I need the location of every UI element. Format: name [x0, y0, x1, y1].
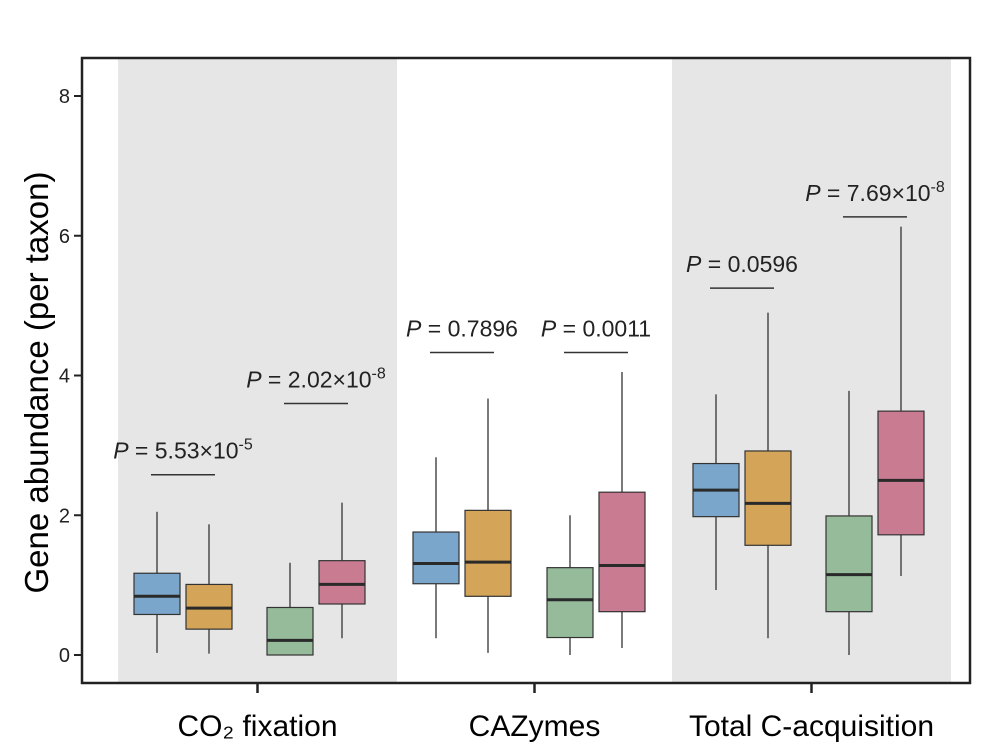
- significance-annotations: P = 5.53×10-5P = 2.02×10-8P = 0.7896 P = …: [113, 179, 945, 476]
- p-value-label: P = 5.53×10-5: [113, 437, 253, 464]
- plot-border: [80, 56, 972, 685]
- box-1-orange: [185, 524, 233, 654]
- p-value: = 2.02×10: [262, 366, 372, 392]
- p-value: = 5.53×10: [129, 438, 239, 464]
- p-exponent: -5: [239, 437, 253, 454]
- p-value-label: P = 7.69×10-8: [805, 179, 945, 206]
- box-2-green: [266, 562, 314, 656]
- box-3-pink: [318, 502, 366, 639]
- y-axis-label: Gene abundance (per taxon): [18, 172, 55, 594]
- y-axis: 0 2 4 6 8: [59, 86, 82, 667]
- y-tick-label-0: 0: [59, 645, 70, 667]
- p-symbol: P: [805, 180, 821, 206]
- p-value: = 0.0596: [701, 251, 798, 277]
- p-symbol: P: [113, 438, 129, 464]
- box-7-pink: [598, 372, 646, 649]
- p-value-label: P = 0.0011: [541, 315, 651, 341]
- box-6-green: [546, 515, 594, 655]
- shade-band-2: [672, 59, 951, 682]
- box-body: [318, 560, 366, 605]
- box-10-green: [825, 390, 873, 655]
- p-symbol: P: [246, 366, 262, 392]
- box-0-blue: [133, 511, 181, 653]
- p-symbol: P: [541, 315, 557, 341]
- p-symbol: P: [406, 315, 422, 341]
- box-5-orange: [464, 398, 512, 653]
- x-axis: CO₂ fixation CAZymes Total C-acquisition: [177, 683, 934, 743]
- box-11-pink: [877, 226, 925, 577]
- box-body: [133, 572, 181, 616]
- plot-frame: [80, 56, 972, 685]
- box-4-blue: [412, 457, 460, 639]
- category-label: CAZymes: [469, 710, 601, 743]
- p-value: = 0.7896: [421, 315, 518, 341]
- box-body: [546, 567, 594, 639]
- box-series: [133, 226, 925, 656]
- p-value: = 0.0011: [556, 315, 651, 341]
- y-tick-label-2: 2: [59, 505, 70, 527]
- box-body: [412, 531, 460, 585]
- p-value-label: P = 0.7896: [406, 315, 518, 341]
- y-tick-label-4: 4: [59, 366, 70, 388]
- box-body: [877, 410, 925, 536]
- box-body: [598, 491, 646, 613]
- p-value: = 7.69×10: [821, 180, 931, 206]
- p-value-label: P = 2.02×10-8: [246, 365, 386, 392]
- box-body: [744, 450, 792, 546]
- p-symbol: P: [686, 251, 702, 277]
- box-body: [825, 515, 873, 613]
- y-tick-label-6: 6: [59, 226, 70, 248]
- p-exponent: -8: [372, 365, 386, 382]
- category-label: Total C-acquisition: [689, 710, 934, 743]
- p-value-label: P = 0.0596: [686, 251, 798, 277]
- p-exponent: -8: [931, 179, 945, 196]
- category-label: CO₂ fixation: [177, 710, 337, 743]
- y-tick-label-8: 8: [59, 86, 70, 108]
- box-9-orange: [744, 312, 792, 639]
- box-8-blue: [692, 394, 740, 591]
- box-body: [266, 606, 314, 656]
- box-body: [464, 509, 512, 597]
